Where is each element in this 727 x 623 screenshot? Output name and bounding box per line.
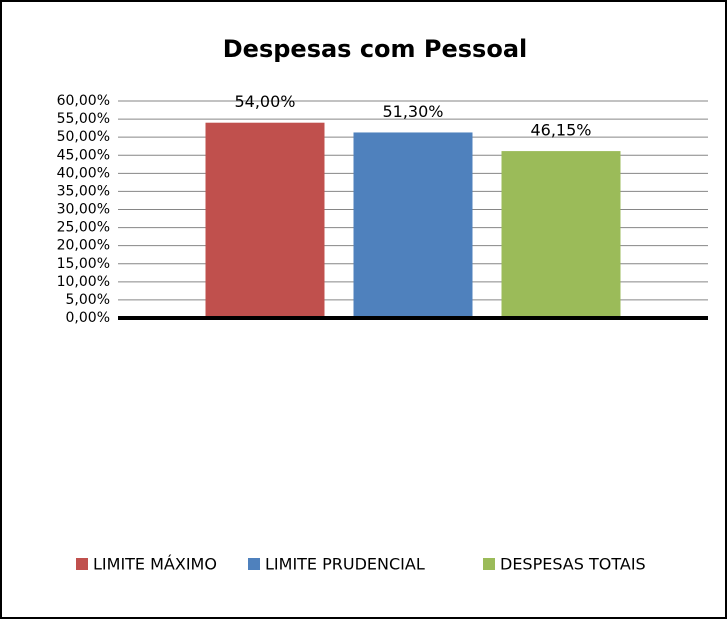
- data-label: 51,30%: [382, 102, 443, 121]
- legend-swatch: [76, 558, 88, 570]
- bar: [353, 132, 473, 318]
- data-label: 54,00%: [234, 92, 295, 111]
- y-tick-label: 25,00%: [57, 220, 110, 236]
- y-tick-label: 55,00%: [57, 111, 110, 127]
- bar: [205, 122, 325, 318]
- bar: [501, 151, 621, 318]
- legend-swatch: [483, 558, 495, 570]
- y-tick-label: 40,00%: [57, 165, 110, 181]
- y-tick-label: 20,00%: [57, 238, 110, 254]
- y-tick-label: 45,00%: [57, 147, 110, 163]
- y-tick-label: 60,00%: [57, 93, 110, 109]
- y-tick-label: 50,00%: [57, 129, 110, 145]
- data-label: 46,15%: [530, 121, 591, 140]
- y-tick-label: 0,00%: [66, 310, 110, 326]
- y-tick-label: 30,00%: [57, 202, 110, 218]
- y-tick-label: 35,00%: [57, 183, 110, 199]
- legend-swatch: [248, 558, 260, 570]
- y-tick-label: 5,00%: [66, 292, 110, 308]
- legend-label: DESPESAS TOTAIS: [500, 555, 646, 574]
- chart-title: Despesas com Pessoal: [223, 35, 528, 63]
- legend-label: LIMITE MÁXIMO: [93, 555, 217, 574]
- y-tick-label: 15,00%: [57, 256, 110, 272]
- legend-label: LIMITE PRUDENCIAL: [265, 555, 425, 574]
- y-tick-label: 10,00%: [57, 274, 110, 290]
